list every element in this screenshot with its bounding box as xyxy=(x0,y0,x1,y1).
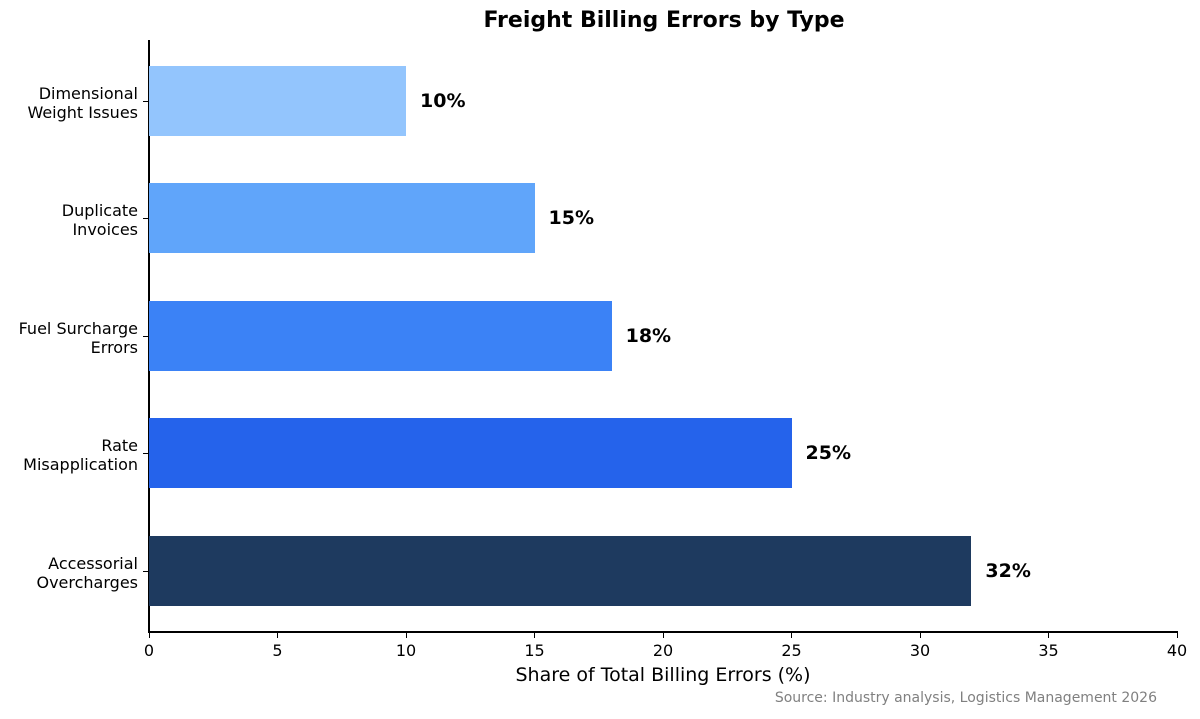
source-note: Source: Industry analysis, Logistics Man… xyxy=(774,690,1157,706)
bar-rate-misapplication xyxy=(149,418,792,488)
value-label: 15% xyxy=(548,207,594,229)
x-axis-label: Share of Total Billing Errors (%) xyxy=(515,664,811,686)
y-category-label: Fuel Surcharge Errors xyxy=(18,319,138,357)
x-tick xyxy=(277,632,279,638)
y-tick xyxy=(143,453,149,455)
x-tick-label: 30 xyxy=(909,641,931,660)
x-tick-label: 0 xyxy=(143,641,155,660)
value-label: 25% xyxy=(805,442,851,464)
y-category-label: Duplicate Invoices xyxy=(61,201,138,239)
x-tick xyxy=(791,632,793,638)
value-label: 10% xyxy=(420,90,466,112)
x-tick xyxy=(1048,632,1050,638)
y-tick xyxy=(143,218,149,220)
value-label: 32% xyxy=(985,560,1031,582)
x-tick xyxy=(662,632,664,638)
x-tick xyxy=(405,632,407,638)
x-tick-label: 25 xyxy=(781,641,802,660)
x-axis-line xyxy=(148,631,1178,633)
bar-dimensional-weight xyxy=(149,66,406,136)
y-category-label: Rate Misapplication xyxy=(23,436,138,474)
y-category-label: Dimensional Weight Issues xyxy=(27,84,138,122)
x-tick-label: 10 xyxy=(395,641,417,660)
x-tick xyxy=(148,632,150,638)
y-tick xyxy=(143,571,149,573)
y-tick xyxy=(143,336,149,338)
x-tick xyxy=(919,632,921,638)
bar-fuel-surcharge xyxy=(149,301,612,371)
chart-title: Freight Billing Errors by Type xyxy=(483,8,845,33)
bar-accessorial-overcharges xyxy=(149,536,972,606)
x-tick-label: 15 xyxy=(524,641,545,660)
x-tick-label: 5 xyxy=(272,641,283,660)
x-tick xyxy=(534,632,536,638)
bar-duplicate-invoices xyxy=(149,183,535,253)
x-tick-label: 40 xyxy=(1166,641,1188,660)
y-category-label: Accessorial Overcharges xyxy=(36,554,138,592)
x-tick-label: 35 xyxy=(1038,641,1059,660)
y-tick xyxy=(143,101,149,103)
x-tick-label: 20 xyxy=(652,641,674,660)
x-tick xyxy=(1176,632,1178,638)
value-label: 18% xyxy=(625,325,672,347)
